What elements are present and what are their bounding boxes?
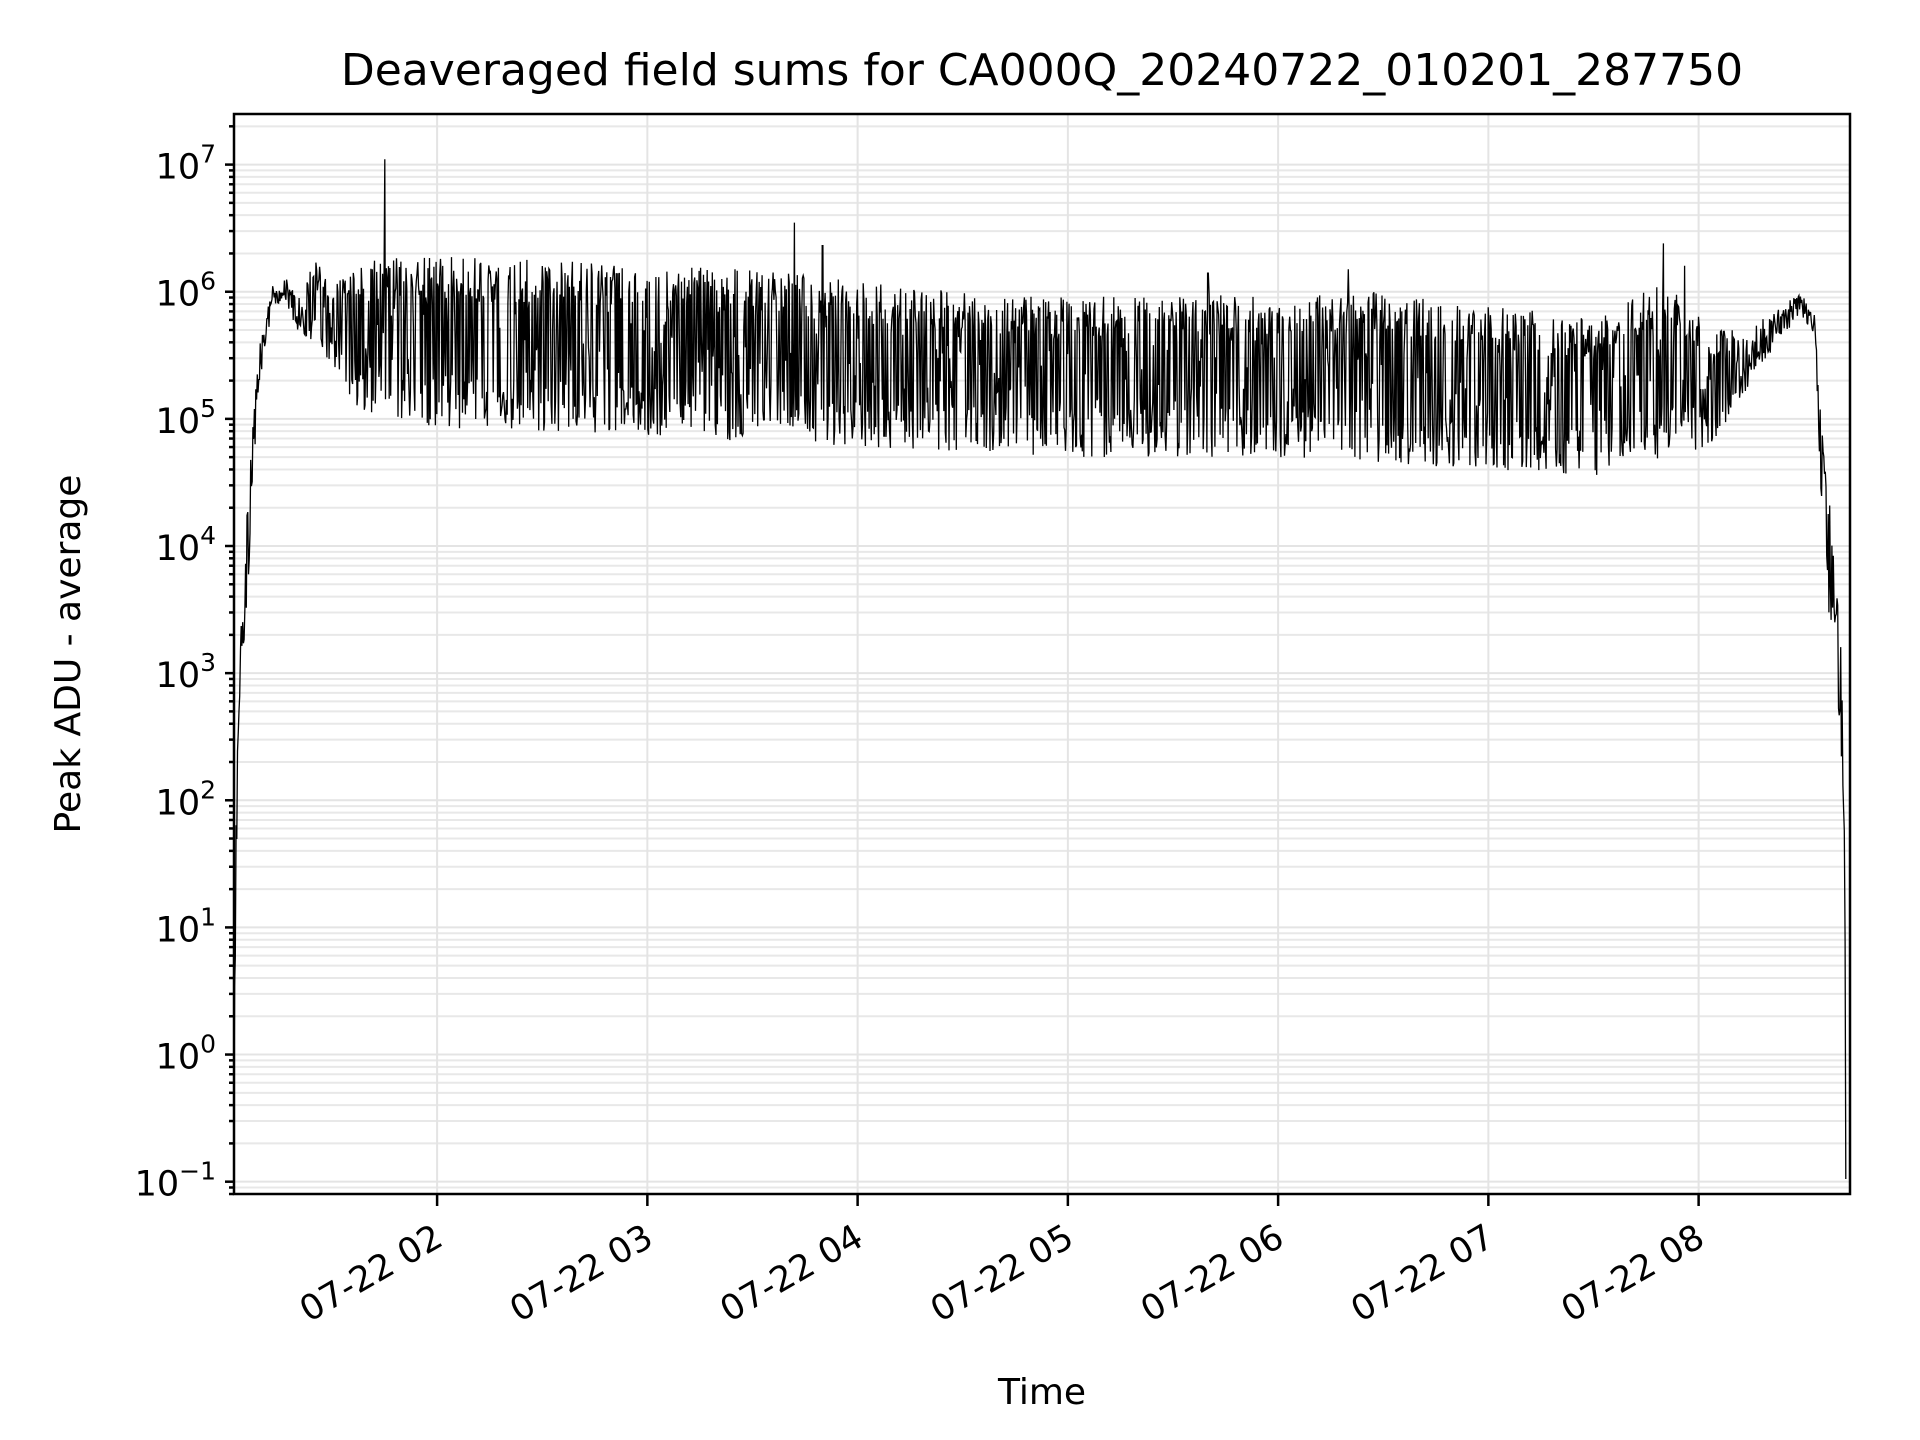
series-path [233, 159, 1847, 1180]
y-tick-label: 100 [156, 1030, 216, 1078]
y-tick-label: 106 [156, 267, 216, 315]
y-tick-label: 102 [156, 775, 216, 823]
x-tick-label: 07-22 03 [504, 1217, 660, 1330]
y-tick-label: 10−1 [135, 1157, 216, 1205]
y-tick-label: 105 [156, 394, 216, 442]
y-tick-label: 104 [156, 521, 216, 569]
y-axis: 10−1 100 101 102 103 104 105 106 107 [135, 125, 234, 1205]
y-tick-label: 103 [156, 648, 216, 696]
x-axis: 07-22 02 07-22 03 07-22 04 07-22 05 07-22 06… [293, 1194, 1711, 1330]
y-tick-label: 101 [156, 902, 216, 950]
x-tick-label: 07-22 06 [1134, 1217, 1290, 1330]
chart-title: Deaveraged field sums for CA000Q_2024072… [341, 45, 1743, 96]
x-tick-label: 07-22 04 [714, 1217, 870, 1330]
y-axis-label: Peak ADU - average [48, 475, 89, 834]
x-tick-label: 07-22 07 [1345, 1217, 1501, 1330]
x-tick-label: 07-22 05 [924, 1217, 1080, 1330]
grid [234, 114, 1850, 1195]
x-tick-label: 07-22 08 [1555, 1217, 1711, 1330]
series-line [233, 159, 1847, 1180]
x-tick-label: 07-22 02 [293, 1217, 449, 1330]
x-axis-label: Time [997, 1372, 1086, 1413]
plot-frame [232, 112, 1852, 1196]
y-tick-label: 107 [156, 140, 216, 188]
